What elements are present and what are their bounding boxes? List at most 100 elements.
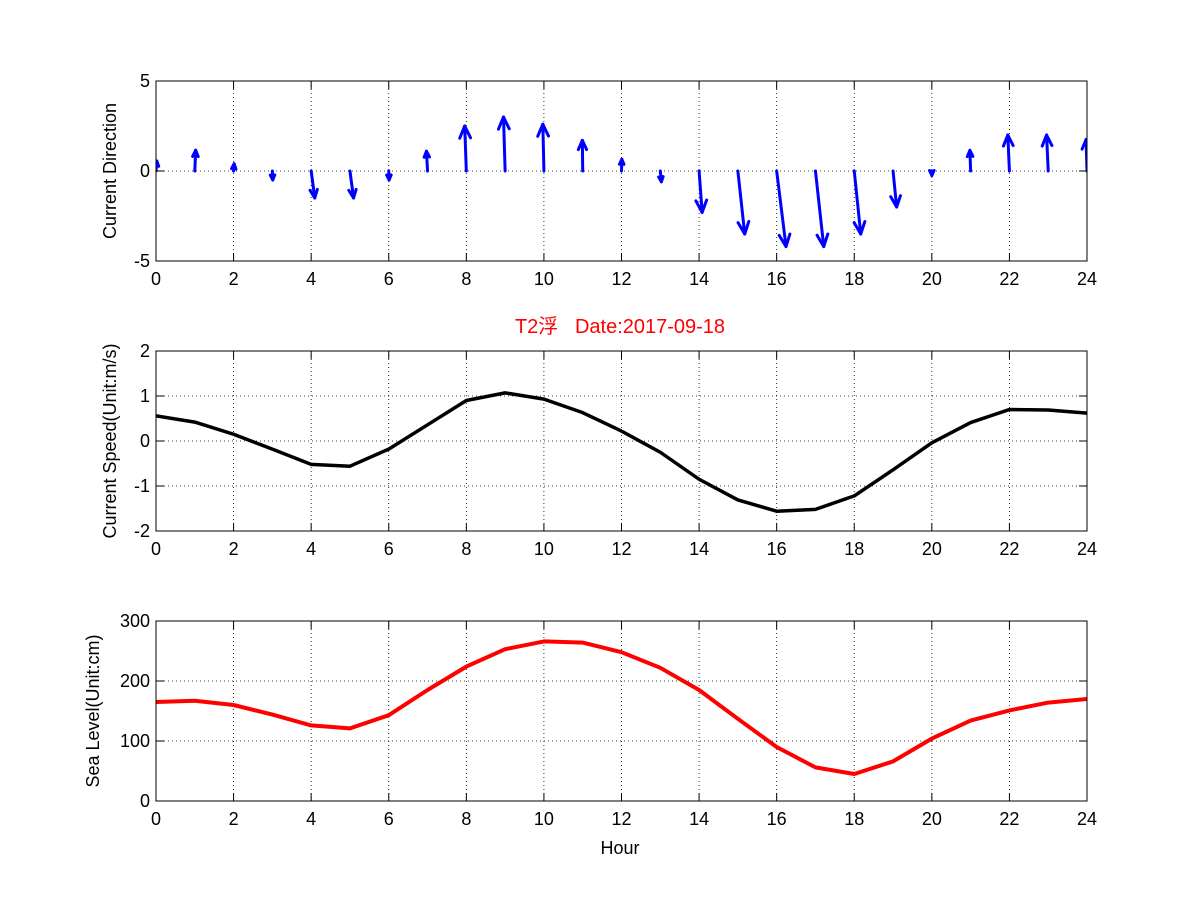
x-tick-label: 4 [306,809,316,829]
x-tick-label: 18 [844,809,864,829]
x-tick-label: 22 [999,539,1019,559]
quiver-arrow [191,148,200,173]
arrow-head [777,232,792,249]
y-tick-label: 1 [140,386,150,406]
quiver-arrow [576,138,589,173]
arrow-head [156,159,161,168]
quiver-arrow [813,169,830,249]
arrow-head [191,148,200,159]
arrow-head [928,169,936,177]
arrow-shaft [502,115,507,173]
x-tick-label: 18 [844,269,864,289]
x-tick-label: 0 [151,809,161,829]
arrow-head [268,173,277,182]
quiver-arrow [694,169,709,214]
arrow-head [657,175,665,184]
y-axis-label: Current Speed(Unit:m/s) [100,343,120,538]
x-tick-label: 24 [1077,539,1097,559]
x-tick-label: 2 [229,809,239,829]
y-tick-label: -2 [134,521,150,541]
x-tick-label: 8 [461,539,471,559]
arrow-head [1001,133,1015,148]
arrow-shaft [309,169,317,200]
arrow-head [422,149,431,159]
x-tick-label: 0 [151,269,161,289]
x-tick-label: 16 [767,539,787,559]
quiver-arrow [230,162,238,173]
arrow-shaft [736,169,747,236]
y-tick-label: 2 [140,341,150,361]
y-tick-label: 5 [140,71,150,91]
x-tick-label: 18 [844,539,864,559]
x-tick-label: 14 [689,809,709,829]
x-tick-label: 24 [1077,269,1097,289]
x-tick-label: 2 [229,269,239,289]
arrow-head [536,122,551,138]
figure-title: T2浮 Date:2017-09-18 [515,315,725,338]
arrow-head [1080,138,1087,151]
x-tick-label: 4 [306,269,316,289]
y-axis-label: Current Direction [100,103,120,239]
arrow-head [736,219,751,236]
arrow-shaft [1006,133,1011,173]
quiver-arrow [268,169,277,182]
x-tick-label: 12 [611,269,631,289]
quiver-arrow [736,169,751,236]
quiver-arrow [385,169,393,182]
quiver-arrow [422,149,431,173]
arrow-head [347,187,358,200]
quiver-arrow [1040,133,1054,173]
quiver-arrow [496,115,511,173]
quiver-arrow [617,157,626,173]
quiver-arrow [657,169,665,184]
arrow-shaft [775,169,788,249]
quiver-arrow [775,169,792,249]
arrow-shaft [891,169,899,209]
arrow-head [308,187,319,200]
quiver-arrow [889,169,902,209]
arrow-shaft [852,169,863,236]
quiver-arrow [928,169,936,177]
x-tick-label: 14 [689,269,709,289]
x-tick-label: 22 [999,809,1019,829]
x-tick-label: 20 [922,269,942,289]
x-axis-label: Hour [600,838,639,858]
x-tick-label: 10 [534,809,554,829]
arrow-shaft [348,169,356,200]
x-tick-label: 12 [611,539,631,559]
x-tick-label: 14 [689,539,709,559]
x-tick-label: 24 [1077,809,1097,829]
quiver-arrow [308,169,319,200]
y-tick-label: 0 [140,791,150,811]
arrow-shaft [813,169,826,249]
arrow-head [617,157,626,166]
x-tick-label: 4 [306,539,316,559]
y-tick-label: -5 [134,251,150,271]
x-tick-label: 10 [534,269,554,289]
x-tick-label: 6 [384,269,394,289]
x-tick-label: 20 [922,539,942,559]
y-tick-label: 100 [120,731,150,751]
y-axis-label: Sea Level(Unit:cm) [83,634,103,787]
y-tick-label: 0 [140,431,150,451]
arrow-head [694,198,709,214]
arrow-head [458,124,473,140]
x-tick-label: 8 [461,269,471,289]
arrow-head [496,115,511,131]
arrow-head [889,194,902,209]
x-tick-label: 8 [461,809,471,829]
quiver-arrow [458,124,473,173]
arrow-head [576,138,589,152]
arrow-head [230,162,238,171]
arrow-head [965,148,975,159]
x-tick-label: 10 [534,539,554,559]
arrow-head [815,232,830,249]
arrow-head [385,173,393,182]
arrow-head [1040,133,1054,148]
quiver-arrow [347,169,358,200]
